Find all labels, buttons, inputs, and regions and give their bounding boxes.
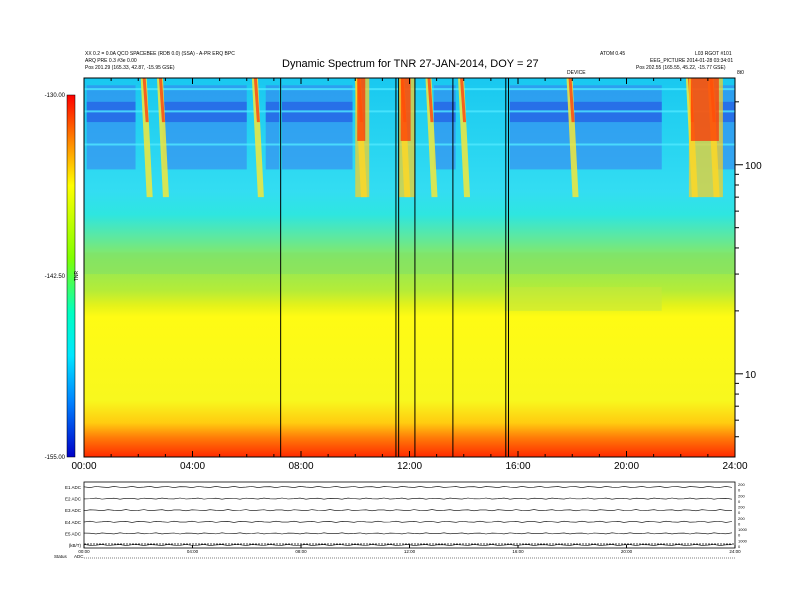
radio-burst [156, 78, 169, 198]
x-tick-label: 16:00 [505, 461, 530, 472]
panel-status-label2: ADC [74, 554, 84, 559]
x-tick-label: 20:00 [614, 461, 639, 472]
y-tick-label: 10 [745, 370, 757, 381]
panel-status-label: Status [54, 554, 68, 559]
blue-band-segment [509, 85, 662, 170]
blue-band-segment [265, 85, 280, 170]
panel-right-tick-label: 0 [738, 544, 741, 549]
panel-trace [83, 520, 733, 523]
panel-row-label: E1 ADC [65, 485, 82, 490]
colorbar-tick-label: -142.50 [45, 274, 66, 280]
colorbar [66, 94, 76, 458]
radio-burst-core [158, 78, 165, 123]
strong-burst-core [690, 78, 719, 141]
radio-burst-core [427, 78, 434, 123]
blue-band-segment [86, 85, 136, 170]
colorbar-tick-label: -130.00 [45, 93, 66, 99]
strong-burst-core [357, 78, 366, 141]
radio-burst [140, 78, 153, 198]
panel-right-tick-label: 200 [738, 482, 745, 487]
x-tick-label: 08:00 [288, 461, 313, 472]
panel-right-tick-label: 0 [738, 510, 741, 515]
panel-right-tick-label: 200 [738, 493, 745, 498]
panel-trace [83, 509, 733, 512]
header-left-line2: ARQ PRE 0.3 #3e 0.00 [85, 58, 137, 64]
radio-burst [425, 78, 438, 198]
radio-burst [251, 78, 264, 198]
panel-trace [83, 497, 733, 500]
panel-trace [83, 486, 733, 488]
x-tick-label: 12:00 [397, 461, 422, 472]
panel-row-label: E2 ADC [65, 497, 82, 502]
panel-row-label: E4 ADC [65, 520, 82, 525]
panel-right-tick-label: 200 [738, 516, 745, 521]
panel-right-tick-label: 1000 [738, 538, 748, 543]
green-band [84, 252, 735, 275]
strong-burst-core [400, 78, 411, 141]
x-tick-label: 00:00 [71, 461, 96, 472]
panel-row-label: E5 ADC [65, 531, 82, 536]
panel-right-tick-label: 1000 [738, 527, 748, 532]
x-tick-label: 04:00 [180, 461, 205, 472]
radio-burst [566, 78, 579, 198]
blue-band-segment [433, 85, 456, 170]
panel-x-tick-label: 00:00 [78, 549, 90, 554]
panel-right-tick-label: 0 [738, 521, 741, 526]
header-left-line3: Pos 201.29 (165.33, 42.87, -15.95 GSE) [85, 65, 175, 71]
colorbar-label: TNR [74, 270, 80, 281]
radio-burst-core [568, 78, 575, 123]
header-right-top2: L03 RGOT #101 [695, 51, 732, 57]
panel-right-tick-label: 0 [738, 533, 741, 538]
panel-row-label: (kB/T) [69, 543, 82, 548]
panel-x-tick-label: 20:00 [621, 549, 633, 554]
radio-burst [458, 78, 471, 198]
y-tick-label: 100 [745, 161, 762, 172]
x-tick-label: 24:00 [722, 461, 747, 472]
radio-burst-core [460, 78, 467, 123]
panel-x-tick-label: 16:00 [512, 549, 524, 554]
colorbar-tick-label: -155.00 [45, 455, 66, 461]
radio-burst-core [253, 78, 260, 123]
panel-trace [83, 544, 733, 546]
header-left-line1: XX 0.2 = 0.0A QCO SPACEBEE (RDB 0.0) (SS… [85, 51, 235, 57]
panel-x-tick-label: 04:00 [187, 549, 199, 554]
panel-right-tick-label: 0 [738, 488, 741, 493]
header-mid-tag: DEVICE [567, 70, 586, 76]
blue-band-segment [162, 85, 247, 170]
header-right-line2: EEG_PICTURE 2014-01-28 03:34:01 [650, 58, 734, 64]
panel-right-tick-label: 0 [738, 499, 741, 504]
panel-x-tick-label: 12:00 [404, 549, 416, 554]
panel-right-tick-label: 200 [738, 505, 745, 510]
panel-x-tick-label: 08:00 [295, 549, 307, 554]
chart-title: Dynamic Spectrum for TNR 27-JAN-2014, DO… [282, 58, 539, 70]
panel-x-tick-label: 24:00 [729, 549, 741, 554]
panel-row-label: E3 ADC [65, 508, 82, 513]
header-corner-tag: 8t0 [737, 70, 744, 76]
blue-band-segment [282, 85, 353, 170]
header-right-line3: Pos 202.55 (165.55, 45.22, -15.77 GSE) [636, 65, 726, 71]
header-right-top: ATOM 0.45 [600, 51, 626, 57]
housekeeping-panel [83, 481, 736, 549]
radio-burst-core [142, 78, 149, 123]
green-band-right [504, 287, 662, 311]
panel-trace [83, 532, 733, 535]
